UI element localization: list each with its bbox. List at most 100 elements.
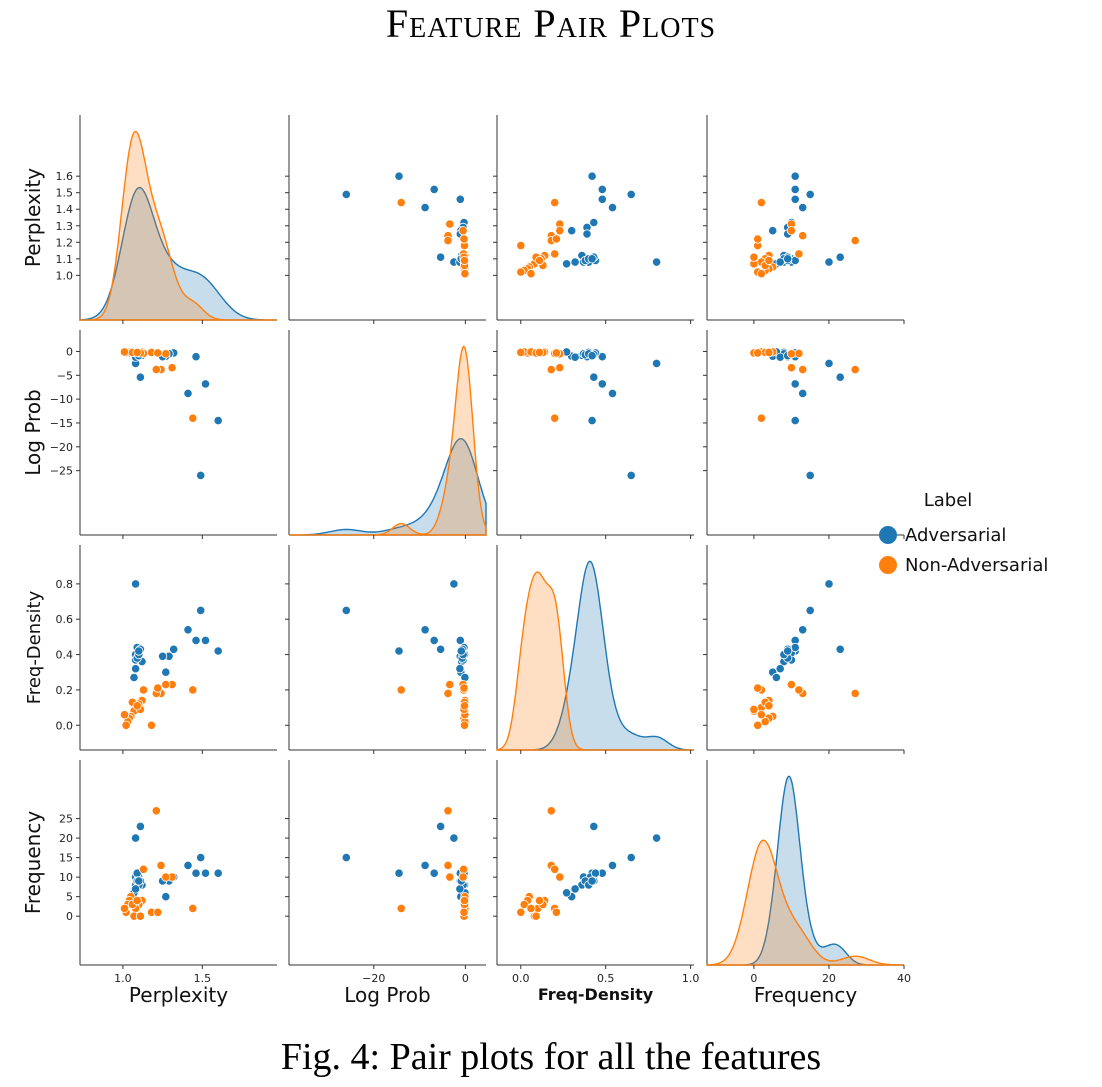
legend-marker-adversarial bbox=[879, 526, 897, 544]
point-adversarial-freq-density-perplexity-0 bbox=[213, 646, 223, 656]
y-tick-label-freq-density: 0.4 bbox=[56, 649, 74, 662]
x-tick-label-freq-density: 1.0 bbox=[682, 972, 700, 985]
legend-label-adversarial: Adversarial bbox=[905, 525, 1006, 546]
point-adversarial-perplexity-freq-density-17 bbox=[651, 257, 662, 267]
panel-perplexity-vs-frequency bbox=[703, 115, 905, 324]
point-non-adversarial-freq-density-perplexity-12 bbox=[121, 720, 131, 730]
y-tick-label-log-prob: −20 bbox=[50, 441, 73, 454]
point-adversarial-frequency-perplexity-1 bbox=[196, 852, 206, 863]
point-non-adversarial-perplexity-frequency-0 bbox=[756, 198, 767, 208]
y-tick-label-perplexity: 1.2 bbox=[56, 236, 74, 249]
point-adversarial-frequency-perplexity-7 bbox=[161, 892, 171, 902]
point-non-adversarial-perplexity-log-prob-18 bbox=[458, 226, 468, 236]
point-adversarial-freq-density-log-prob-17 bbox=[449, 579, 459, 589]
y-tick-label-frequency: 20 bbox=[59, 832, 73, 845]
legend-label-non-adversarial: Non-Adversarial bbox=[905, 555, 1048, 576]
point-non-adversarial-perplexity-frequency-14 bbox=[794, 249, 804, 259]
point-non-adversarial-freq-density-frequency-3 bbox=[850, 688, 860, 699]
point-non-adversarial-freq-density-log-prob-17 bbox=[459, 701, 470, 711]
kde-non-adversarial-freq-density bbox=[496, 571, 694, 751]
point-non-adversarial-freq-density-perplexity-19 bbox=[153, 683, 163, 693]
point-non-adversarial-log-prob-perplexity-3 bbox=[151, 364, 161, 375]
point-adversarial-freq-density-perplexity-2 bbox=[200, 635, 211, 646]
point-non-adversarial-freq-density-perplexity-13 bbox=[119, 710, 130, 720]
panel-log-prob-vs-freq-density bbox=[493, 330, 694, 539]
point-non-adversarial-freq-density-frequency-16 bbox=[749, 704, 759, 715]
point-adversarial-perplexity-freq-density-7 bbox=[567, 226, 577, 236]
x-tick-label-perplexity: 1.0 bbox=[114, 972, 132, 985]
point-adversarial-log-prob-perplexity-0 bbox=[213, 415, 223, 426]
y-tick-label-frequency: 10 bbox=[59, 871, 73, 884]
point-adversarial-frequency-freq-density-3 bbox=[607, 860, 618, 871]
panel-log-prob-vs-perplexity: 0 −5 −10 −15 −20 −25 bbox=[50, 330, 277, 539]
y-axis-label-frequency: Frequency bbox=[21, 811, 45, 914]
point-adversarial-perplexity-freq-density-3 bbox=[607, 203, 618, 213]
point-non-adversarial-frequency-log-prob-1 bbox=[445, 872, 455, 882]
point-adversarial-log-prob-perplexity-2 bbox=[200, 379, 211, 389]
y-tick-label-perplexity: 1.3 bbox=[56, 220, 74, 233]
point-adversarial-perplexity-frequency-2 bbox=[790, 184, 800, 194]
point-adversarial-freq-density-log-prob-21 bbox=[456, 646, 466, 656]
point-non-adversarial-frequency-freq-density-14 bbox=[550, 864, 560, 874]
point-non-adversarial-freq-density-frequency-13 bbox=[756, 710, 767, 720]
kde-non-adversarial-frequency bbox=[706, 839, 904, 966]
x-tick-label-frequency: 20 bbox=[822, 972, 836, 985]
point-adversarial-log-prob-freq-density-4 bbox=[597, 352, 607, 362]
point-adversarial-freq-density-frequency-21 bbox=[783, 646, 793, 656]
point-non-adversarial-perplexity-log-prob-17 bbox=[459, 255, 470, 266]
point-adversarial-frequency-freq-density-12 bbox=[590, 868, 601, 878]
point-non-adversarial-log-prob-freq-density-12 bbox=[516, 347, 526, 357]
point-adversarial-freq-density-frequency-17 bbox=[824, 579, 834, 589]
y-tick-label-freq-density: 0.0 bbox=[56, 719, 74, 732]
point-non-adversarial-perplexity-freq-density-0 bbox=[550, 198, 560, 208]
point-adversarial-perplexity-freq-density-21 bbox=[587, 254, 597, 264]
point-adversarial-frequency-perplexity-2 bbox=[200, 868, 211, 878]
point-non-adversarial-log-prob-freq-density-3 bbox=[546, 364, 556, 375]
x-tick-label-freq-density: 0.0 bbox=[512, 972, 530, 985]
y-tick-label-log-prob: −25 bbox=[50, 465, 73, 478]
point-non-adversarial-frequency-log-prob-14 bbox=[458, 864, 469, 874]
point-adversarial-perplexity-freq-density-19 bbox=[561, 259, 572, 269]
point-non-adversarial-perplexity-log-prob-13 bbox=[460, 269, 470, 279]
point-non-adversarial-freq-density-perplexity-18 bbox=[161, 679, 171, 690]
point-adversarial-perplexity-freq-density-4 bbox=[597, 194, 607, 204]
point-adversarial-frequency-freq-density-17 bbox=[651, 833, 662, 843]
legend-title: Label bbox=[924, 490, 973, 511]
y-tick-label-perplexity: 1.6 bbox=[56, 170, 74, 183]
point-adversarial-freq-density-perplexity-4 bbox=[191, 635, 201, 646]
point-non-adversarial-freq-density-perplexity-4 bbox=[146, 720, 157, 730]
point-non-adversarial-perplexity-log-prob-3 bbox=[443, 236, 453, 246]
point-non-adversarial-freq-density-log-prob-0 bbox=[396, 685, 406, 695]
point-non-adversarial-freq-density-perplexity-17 bbox=[132, 701, 142, 711]
point-non-adversarial-frequency-freq-density-12 bbox=[516, 907, 526, 917]
point-adversarial-log-prob-frequency-3 bbox=[798, 388, 808, 398]
point-non-adversarial-perplexity-freq-density-19 bbox=[551, 234, 562, 244]
point-adversarial-log-prob-frequency-1 bbox=[805, 470, 815, 480]
point-adversarial-frequency-log-prob-0 bbox=[394, 868, 404, 878]
point-non-adversarial-log-prob-perplexity-1 bbox=[167, 363, 177, 373]
point-adversarial-perplexity-log-prob-18 bbox=[435, 252, 446, 262]
panel-log-prob-vs-frequency bbox=[703, 330, 905, 539]
panel-frequency-vs-perplexity: 0 5 10 15 20 25 1.0 1.5 bbox=[59, 760, 277, 985]
point-non-adversarial-perplexity-log-prob-19 bbox=[459, 234, 469, 244]
panel-freq-density-vs-perplexity: 0.0 0.2 0.4 0.6 0.8 bbox=[56, 545, 277, 754]
point-adversarial-freq-density-perplexity-17 bbox=[131, 579, 141, 589]
kde-non-adversarial-log-prob bbox=[289, 345, 487, 536]
point-adversarial-freq-density-perplexity-20 bbox=[131, 664, 141, 674]
point-adversarial-perplexity-frequency-17 bbox=[824, 257, 834, 267]
panel-freq-density-vs-freq-density bbox=[496, 545, 695, 754]
point-adversarial-log-prob-frequency-20 bbox=[775, 352, 785, 362]
point-adversarial-freq-density-log-prob-20 bbox=[455, 664, 465, 674]
point-non-adversarial-perplexity-frequency-3 bbox=[850, 236, 860, 246]
point-non-adversarial-log-prob-frequency-19 bbox=[753, 348, 763, 358]
point-adversarial-freq-density-frequency-20 bbox=[775, 664, 785, 674]
point-adversarial-frequency-perplexity-4 bbox=[191, 868, 201, 878]
kde-adversarial-log-prob bbox=[289, 438, 487, 536]
y-tick-label-frequency: 15 bbox=[59, 852, 73, 865]
point-adversarial-freq-density-perplexity-1 bbox=[196, 605, 206, 616]
point-adversarial-frequency-log-prob-2 bbox=[429, 868, 439, 878]
point-non-adversarial-perplexity-frequency-13 bbox=[756, 269, 767, 279]
y-tick-label-freq-density: 0.8 bbox=[56, 578, 74, 591]
point-non-adversarial-freq-density-frequency-14 bbox=[794, 685, 804, 695]
point-adversarial-perplexity-freq-density-0 bbox=[587, 171, 597, 181]
